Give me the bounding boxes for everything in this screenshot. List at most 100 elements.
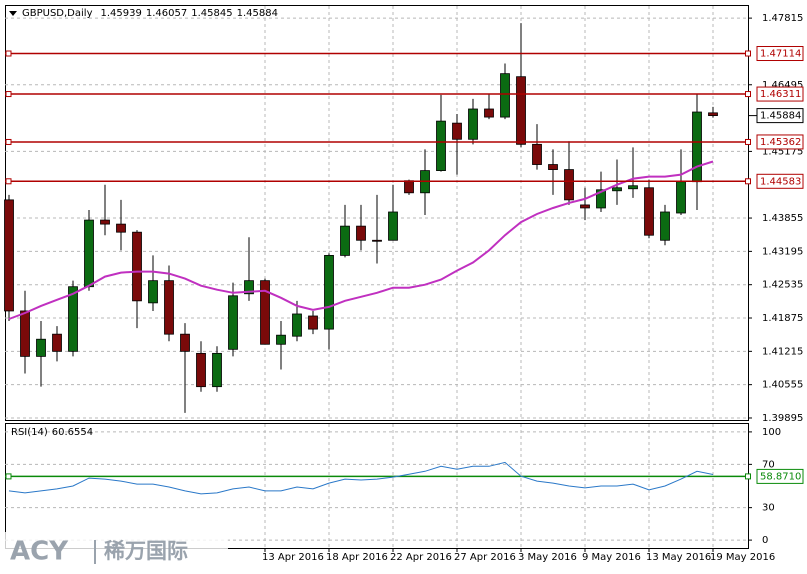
level-label-box [756, 468, 804, 484]
rsi-header: RSI(14) 60.6554 [11, 427, 93, 438]
menu-icon [9, 11, 17, 16]
candle-body [100, 219, 110, 225]
x-tick-label: 18 Apr 2016 [326, 552, 388, 563]
candle-body [468, 108, 478, 140]
candle-body [436, 120, 446, 171]
level-handle [5, 50, 12, 57]
plot-layer: 1.47815 1.46495 1.45175 1.43855 1.43195 1.425… [4, 6, 804, 563]
level-label: 1.46311 [760, 89, 801, 100]
candle-body [36, 338, 46, 357]
y-tick-label: 1.40555 [762, 380, 803, 391]
y-tick-label: 70 [762, 459, 775, 470]
candle-body [132, 231, 142, 302]
y-tick-label: 1.43855 [762, 213, 803, 224]
level-handle [745, 91, 751, 98]
header-low: 1.45845 [191, 8, 232, 19]
rsi-value: 60.6554 [52, 427, 93, 438]
rsi-panel-frame [5, 423, 749, 549]
level-label-box [756, 134, 804, 150]
header: GBPUSD,Daily 1.45939 1.46057 1.45845 1.45884 [22, 8, 278, 19]
price-label: 1.45884 [760, 111, 801, 122]
level-label: 1.47114 [760, 49, 801, 60]
x-tick-label: 22 Apr 2016 [390, 552, 452, 563]
candle-body [676, 181, 686, 214]
x-tick-label: 19 May 2016 [710, 552, 775, 563]
candle-body [244, 280, 254, 295]
y-tick-label: 1.41875 [762, 313, 803, 324]
level-handle [745, 138, 751, 145]
candle-body [340, 225, 350, 256]
candle-body [628, 185, 638, 190]
candle-body [484, 108, 494, 118]
rsi-title: RSI(14) [11, 427, 48, 438]
candle-body [548, 164, 558, 170]
logo-bg [0, 532, 228, 574]
candle-body [260, 280, 270, 345]
candle-body [324, 255, 334, 330]
candle-body [292, 313, 302, 337]
y-tick-label: 1.42535 [762, 280, 803, 291]
x-tick-label: 3 May 2016 [518, 552, 577, 563]
candle-body [4, 199, 14, 312]
x-tick-label: 27 Apr 2016 [454, 552, 516, 563]
y-tick-label: 0 [762, 535, 768, 546]
level-handle [745, 473, 751, 480]
candle-body [708, 112, 718, 117]
candle-body [212, 352, 222, 388]
level-handle [5, 91, 12, 98]
candle-body [196, 352, 206, 388]
candle-body [116, 223, 126, 233]
y-tick-label: 1.41215 [762, 346, 803, 357]
level-label-box [756, 173, 804, 189]
level-handle [745, 178, 751, 185]
moving-average [8, 160, 714, 320]
candle-body [596, 189, 606, 209]
y-tick-label: 1.43195 [762, 246, 803, 257]
candle-body [452, 122, 462, 140]
y-tick-label: 30 [762, 503, 775, 514]
level-handle [5, 473, 12, 480]
y-tick-label: 100 [762, 427, 781, 438]
logo: ACY 稀万国际 [0, 532, 228, 574]
candle-body [84, 219, 94, 288]
candle-body [612, 187, 622, 192]
y-tick-label: 1.45175 [762, 146, 803, 157]
price-label-box [756, 108, 804, 124]
candle-body [20, 310, 30, 357]
logo-brand: ACY [10, 537, 69, 567]
level-label-box [756, 86, 804, 102]
candle-body [580, 204, 590, 209]
candle-body [692, 111, 702, 183]
candle-body [52, 333, 62, 352]
level-handle [5, 178, 12, 185]
level-label-box [756, 46, 804, 62]
level-label: 1.44583 [760, 176, 801, 187]
header-close: 1.45884 [237, 8, 278, 19]
candle-body [516, 76, 526, 145]
candle-body [372, 239, 382, 242]
candle-body [644, 187, 654, 236]
candle-body [180, 333, 190, 352]
candle-body [148, 280, 158, 304]
y-tick-label: 1.47815 [762, 13, 803, 24]
candle-body [660, 211, 670, 241]
candle-body [564, 169, 574, 201]
y-tick-label: 1.46495 [762, 80, 803, 91]
x-tick-label: 13 May 2016 [646, 552, 711, 563]
candle-body [228, 295, 238, 350]
logo-name: 稀万国际 [104, 539, 188, 563]
candle-body [164, 280, 174, 335]
candle-body [388, 211, 398, 241]
candle-body [276, 334, 286, 345]
candle-body [356, 225, 366, 241]
candle-body [68, 286, 78, 352]
candle-body [404, 180, 414, 194]
rsi-line [8, 461, 714, 495]
level-label: 58.8710 [760, 471, 801, 482]
header-high: 1.46057 [146, 8, 187, 19]
candle-body [308, 315, 318, 330]
candle-body [532, 143, 542, 165]
symbol: GBPUSD,Daily [22, 8, 93, 19]
level-handle [5, 138, 12, 145]
